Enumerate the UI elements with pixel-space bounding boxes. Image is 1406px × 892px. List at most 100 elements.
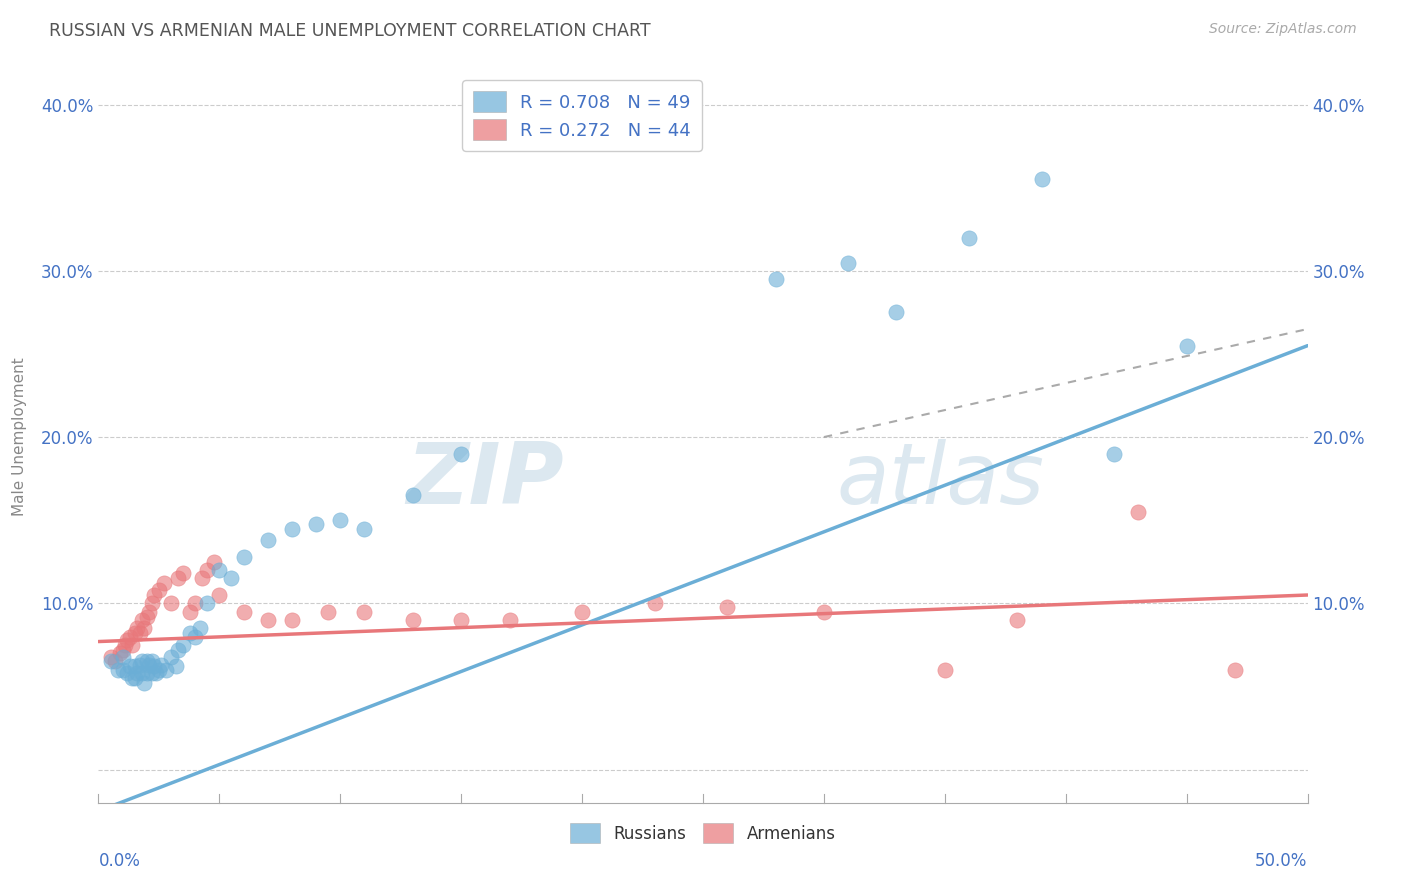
- Point: [152, 576, 174, 591]
- Point: [957, 230, 980, 244]
- Point: [498, 613, 520, 627]
- Point: [127, 621, 149, 635]
- Point: [150, 657, 173, 672]
- Point: [143, 588, 166, 602]
- Point: [167, 571, 190, 585]
- Point: [450, 447, 472, 461]
- Point: [1031, 172, 1053, 186]
- Point: [1175, 338, 1198, 352]
- Text: ZIP: ZIP: [406, 440, 564, 523]
- Point: [135, 609, 157, 624]
- Point: [148, 582, 170, 597]
- Point: [135, 655, 157, 669]
- Point: [765, 272, 787, 286]
- Point: [1102, 447, 1125, 461]
- Point: [172, 566, 194, 581]
- Point: [111, 643, 134, 657]
- Text: atlas: atlas: [837, 440, 1045, 523]
- Point: [256, 533, 278, 548]
- Y-axis label: Male Unemployment: Male Unemployment: [13, 358, 27, 516]
- Point: [141, 666, 163, 681]
- Point: [184, 630, 207, 644]
- Point: [114, 638, 136, 652]
- Point: [329, 513, 352, 527]
- Point: [124, 659, 146, 673]
- Point: [353, 521, 375, 535]
- Point: [184, 596, 207, 610]
- Point: [121, 638, 143, 652]
- Point: [111, 663, 134, 677]
- Point: [104, 655, 127, 669]
- Point: [118, 630, 141, 644]
- Point: [571, 605, 593, 619]
- Point: [221, 571, 243, 585]
- Point: [188, 621, 211, 635]
- Point: [141, 655, 163, 669]
- Point: [1223, 663, 1246, 677]
- Point: [138, 605, 160, 619]
- Point: [195, 563, 218, 577]
- Point: [108, 646, 131, 660]
- Point: [179, 626, 201, 640]
- Point: [165, 659, 187, 673]
- Point: [131, 613, 153, 627]
- Point: [305, 516, 328, 531]
- Point: [1007, 613, 1029, 627]
- Point: [886, 305, 908, 319]
- Point: [138, 657, 160, 672]
- Point: [134, 621, 156, 635]
- Legend: Russians, Armenians: Russians, Armenians: [564, 817, 842, 849]
- Point: [107, 663, 129, 677]
- Point: [160, 649, 183, 664]
- Point: [141, 596, 163, 610]
- Text: Source: ZipAtlas.com: Source: ZipAtlas.com: [1209, 22, 1357, 37]
- Point: [450, 613, 472, 627]
- Point: [191, 571, 214, 585]
- Point: [128, 626, 150, 640]
- Point: [134, 676, 156, 690]
- Point: [316, 605, 339, 619]
- Point: [232, 605, 254, 619]
- Point: [195, 596, 218, 610]
- Point: [145, 666, 167, 681]
- Point: [117, 632, 139, 647]
- Point: [118, 659, 141, 673]
- Text: 0.0%: 0.0%: [98, 852, 141, 870]
- Point: [934, 663, 956, 677]
- Point: [127, 666, 149, 681]
- Point: [121, 671, 143, 685]
- Point: [131, 655, 153, 669]
- Point: [131, 666, 153, 681]
- Point: [208, 588, 231, 602]
- Point: [155, 663, 177, 677]
- Point: [644, 596, 666, 610]
- Point: [100, 649, 122, 664]
- Point: [124, 671, 146, 685]
- Point: [172, 638, 194, 652]
- Point: [813, 605, 835, 619]
- Point: [256, 613, 278, 627]
- Point: [167, 643, 190, 657]
- Text: RUSSIAN VS ARMENIAN MALE UNEMPLOYMENT CORRELATION CHART: RUSSIAN VS ARMENIAN MALE UNEMPLOYMENT CO…: [49, 22, 651, 40]
- Point: [148, 663, 170, 677]
- Point: [124, 626, 146, 640]
- Point: [117, 666, 139, 681]
- Point: [111, 649, 134, 664]
- Point: [135, 666, 157, 681]
- Point: [160, 596, 183, 610]
- Point: [716, 599, 738, 614]
- Point: [204, 555, 226, 569]
- Point: [1128, 505, 1150, 519]
- Point: [837, 255, 859, 269]
- Point: [143, 659, 166, 673]
- Point: [402, 488, 425, 502]
- Point: [128, 657, 150, 672]
- Point: [281, 613, 304, 627]
- Point: [232, 549, 254, 564]
- Point: [353, 605, 375, 619]
- Point: [179, 605, 201, 619]
- Point: [281, 521, 304, 535]
- Point: [100, 655, 122, 669]
- Text: 50.0%: 50.0%: [1256, 852, 1308, 870]
- Point: [208, 563, 231, 577]
